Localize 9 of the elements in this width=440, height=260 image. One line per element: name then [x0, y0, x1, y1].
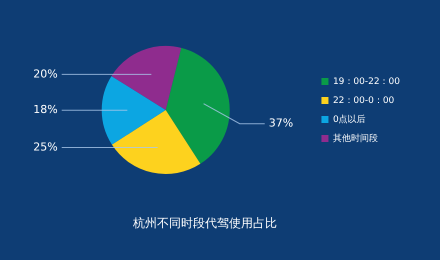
data-label: 37% — [268, 116, 294, 130]
data-label: 18% — [33, 103, 58, 116]
legend-label: 其他时间段 — [332, 132, 378, 144]
text: 杭州不同时段代驾使用占比 — [132, 216, 277, 230]
data-label: 20% — [33, 67, 58, 80]
legend-label: 22：00-0：00 — [332, 96, 395, 106]
legend-label: 19：00-22：00 — [332, 76, 400, 87]
legend-label: 0点以后 — [332, 114, 366, 125]
data-label: 25% — [33, 140, 58, 154]
